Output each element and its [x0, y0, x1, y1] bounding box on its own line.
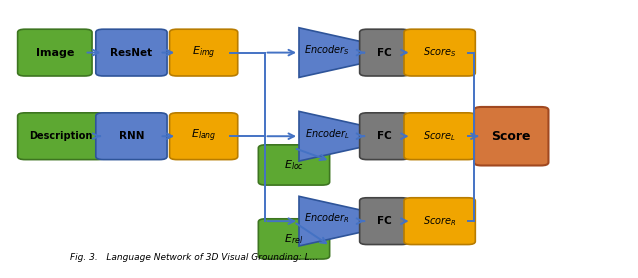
Text: FC: FC [377, 131, 392, 141]
FancyBboxPatch shape [404, 113, 475, 160]
FancyBboxPatch shape [360, 113, 409, 160]
FancyBboxPatch shape [360, 29, 409, 76]
Text: $E_{loc}$: $E_{loc}$ [284, 158, 304, 172]
Text: RNN: RNN [119, 131, 144, 141]
Text: $Encoder_R$: $Encoder_R$ [304, 212, 350, 225]
Text: FC: FC [377, 216, 392, 226]
Polygon shape [299, 196, 362, 246]
FancyBboxPatch shape [18, 113, 105, 160]
Polygon shape [299, 111, 362, 161]
FancyBboxPatch shape [170, 29, 238, 76]
Text: FC: FC [377, 48, 392, 58]
FancyBboxPatch shape [360, 198, 409, 245]
FancyBboxPatch shape [404, 29, 475, 76]
Text: $E_{img}$: $E_{img}$ [192, 44, 216, 61]
FancyBboxPatch shape [258, 145, 330, 185]
Text: Score: Score [491, 130, 531, 143]
FancyBboxPatch shape [474, 107, 549, 165]
FancyBboxPatch shape [96, 29, 167, 76]
Text: $Score_R$: $Score_R$ [423, 214, 456, 228]
Text: Description: Description [29, 131, 93, 141]
Text: $Score_L$: $Score_L$ [423, 129, 456, 143]
FancyBboxPatch shape [170, 113, 238, 160]
Text: $Encoder_S$: $Encoder_S$ [304, 43, 350, 57]
Text: ResNet: ResNet [110, 48, 152, 58]
FancyBboxPatch shape [18, 29, 92, 76]
Text: Fig. 3.   Language Network of 3D Visual Grounding: L...: Fig. 3. Language Network of 3D Visual Gr… [70, 253, 318, 262]
FancyBboxPatch shape [258, 219, 330, 259]
Text: $Encoder_L$: $Encoder_L$ [304, 127, 350, 140]
Text: $E_{rel}$: $E_{rel}$ [285, 232, 304, 246]
Polygon shape [299, 28, 362, 77]
Text: Image: Image [36, 48, 74, 58]
FancyBboxPatch shape [96, 113, 167, 160]
Text: $Score_S$: $Score_S$ [423, 46, 456, 59]
Text: $E_{lang}$: $E_{lang}$ [191, 128, 216, 144]
FancyBboxPatch shape [404, 198, 475, 245]
